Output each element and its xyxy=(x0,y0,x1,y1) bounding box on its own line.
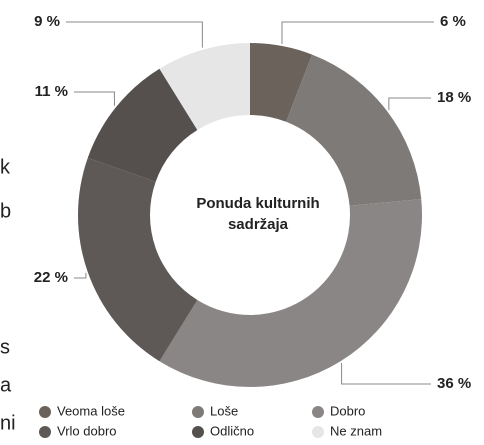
margin-fragment: ni xyxy=(0,412,16,434)
leader-line xyxy=(341,362,431,385)
donut-segment xyxy=(250,43,313,122)
legend-label: Veoma loše xyxy=(57,403,125,418)
leader-line xyxy=(74,272,87,279)
donut-segment xyxy=(286,54,422,206)
legend-swatch xyxy=(39,406,51,418)
center-title: Ponuda kulturnih xyxy=(196,195,319,212)
margin-fragment: s xyxy=(0,336,10,358)
data-label: 9 % xyxy=(34,13,60,30)
center-title: sadržaja xyxy=(228,216,289,233)
donut-segment xyxy=(159,199,422,388)
leader-line xyxy=(74,91,115,106)
data-label: 18 % xyxy=(437,89,471,106)
data-label: 6 % xyxy=(440,13,466,30)
leader-line xyxy=(66,21,203,48)
legend-label: Dobro xyxy=(330,403,365,418)
legend-label: Vrlo dobro xyxy=(57,423,117,438)
legend-swatch xyxy=(312,406,324,418)
donut-segment xyxy=(87,68,198,182)
legend-swatch xyxy=(192,426,204,438)
margin-fragment: b xyxy=(0,200,11,222)
data-label: 11 % xyxy=(35,83,68,100)
donut-segment xyxy=(159,43,250,130)
legend-label: Ne znam xyxy=(330,423,382,438)
legend-label: Loše xyxy=(210,403,238,418)
legend-label: Odlično xyxy=(210,423,254,438)
leader-line xyxy=(388,97,431,111)
legend-swatch xyxy=(312,426,324,438)
donut-segment xyxy=(77,157,198,362)
data-label: 22 % xyxy=(34,269,68,286)
leader-line xyxy=(281,21,434,44)
data-label: 36 % xyxy=(437,375,471,392)
margin-fragment: a xyxy=(0,374,12,396)
legend-swatch xyxy=(192,406,204,418)
legend-swatch xyxy=(39,426,51,438)
margin-fragment: k xyxy=(0,156,11,178)
